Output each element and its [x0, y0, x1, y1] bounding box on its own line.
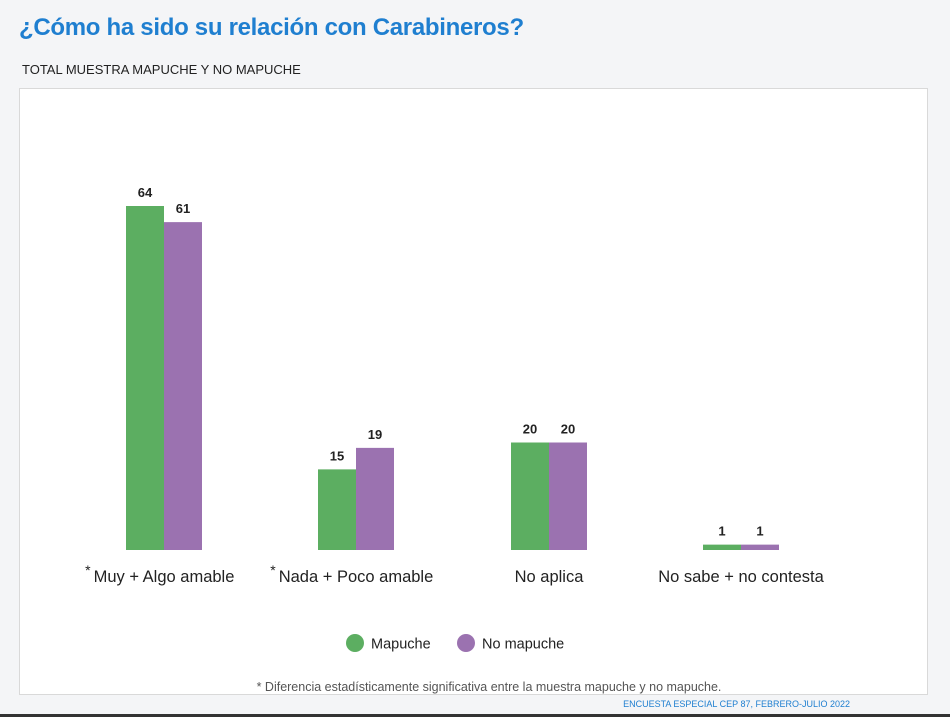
data-label-no-mapuche: 61: [176, 201, 190, 216]
bar-mapuche: [703, 544, 741, 550]
bar-mapuche: [318, 469, 356, 550]
bar-mapuche: [511, 442, 549, 550]
data-label-no-mapuche: 19: [368, 427, 382, 442]
footnote: * Diferencia estadísticamente significat…: [256, 680, 722, 694]
significance-asterisk: *: [270, 562, 276, 578]
source-note: ENCUESTA ESPECIAL CEP 87, FEBRERO-JULIO …: [623, 699, 850, 709]
bar-no-mapuche: [549, 442, 587, 550]
category-label: No sabe + no contesta: [658, 568, 824, 586]
data-label-mapuche: 64: [138, 185, 153, 200]
chart-subtitle: TOTAL MUESTRA MAPUCHE Y NO MAPUCHE: [22, 62, 301, 77]
category-label: Muy + Algo amable: [94, 568, 235, 586]
data-label-no-mapuche: 20: [561, 422, 575, 437]
legend-swatch-mapuche: [346, 634, 364, 652]
chart-title: ¿Cómo ha sido su relación con Carabinero…: [19, 14, 524, 41]
legend-label-no-mapuche: No mapuche: [482, 637, 564, 653]
legend-label-mapuche: Mapuche: [371, 637, 431, 653]
significance-asterisk: *: [85, 562, 91, 578]
category-label: No aplica: [515, 568, 585, 586]
bar-mapuche: [126, 206, 164, 550]
data-label-mapuche: 15: [330, 448, 344, 463]
bar-no-mapuche: [356, 447, 394, 550]
data-label-mapuche: 1: [718, 524, 725, 539]
bar-no-mapuche: [741, 544, 779, 550]
bar-no-mapuche: [164, 222, 202, 550]
legend-swatch-no-mapuche: [457, 634, 475, 652]
data-label-no-mapuche: 1: [756, 524, 763, 539]
category-label: Nada + Poco amable: [279, 568, 434, 586]
data-label-mapuche: 20: [523, 422, 537, 437]
bottom-divider: [0, 714, 950, 717]
